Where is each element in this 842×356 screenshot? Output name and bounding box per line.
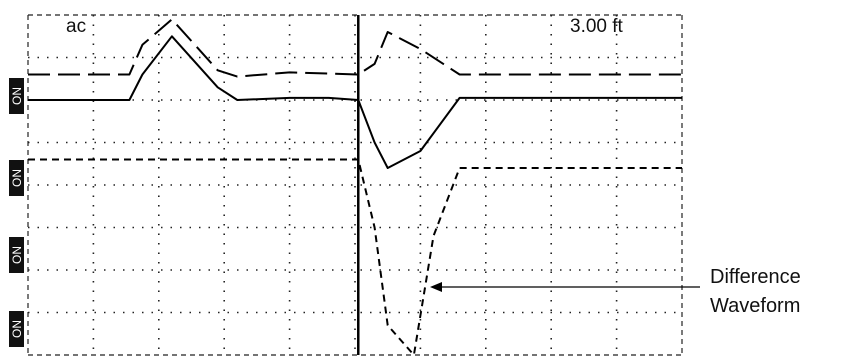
channel-tag-background: [9, 78, 24, 114]
channel-tag-label: ON: [10, 87, 24, 105]
channel-tags: ON ON ON ON: [9, 78, 24, 347]
channel-tag-label: ON: [10, 320, 24, 338]
trace-2-solid: [28, 35, 682, 169]
trace-1-long-dash: [28, 18, 682, 78]
annotation-line-1: Difference: [710, 266, 801, 288]
channel-tag-background: [9, 311, 24, 347]
difference-waveform-annotation: Difference Waveform: [430, 266, 801, 317]
channel-3-on-tag: ON: [9, 237, 24, 273]
trace-3-short-dash: [28, 158, 682, 356]
annotation-line-2: Waveform: [710, 295, 800, 317]
channel-1-on-tag: ON: [9, 78, 24, 114]
channel-tag-label: ON: [10, 169, 24, 187]
channel-2-on-tag: ON: [9, 160, 24, 196]
traces: [28, 18, 682, 356]
mode-label: ac: [66, 16, 86, 37]
grid: [27, 14, 683, 356]
channel-tag-background: [9, 160, 24, 196]
arrow-head-icon: [430, 282, 442, 292]
channel-tag-background: [9, 237, 24, 273]
channel-tag-label: ON: [10, 246, 24, 264]
range-label: 3.00 ft: [570, 16, 624, 37]
channel-4-on-tag: ON: [9, 311, 24, 347]
